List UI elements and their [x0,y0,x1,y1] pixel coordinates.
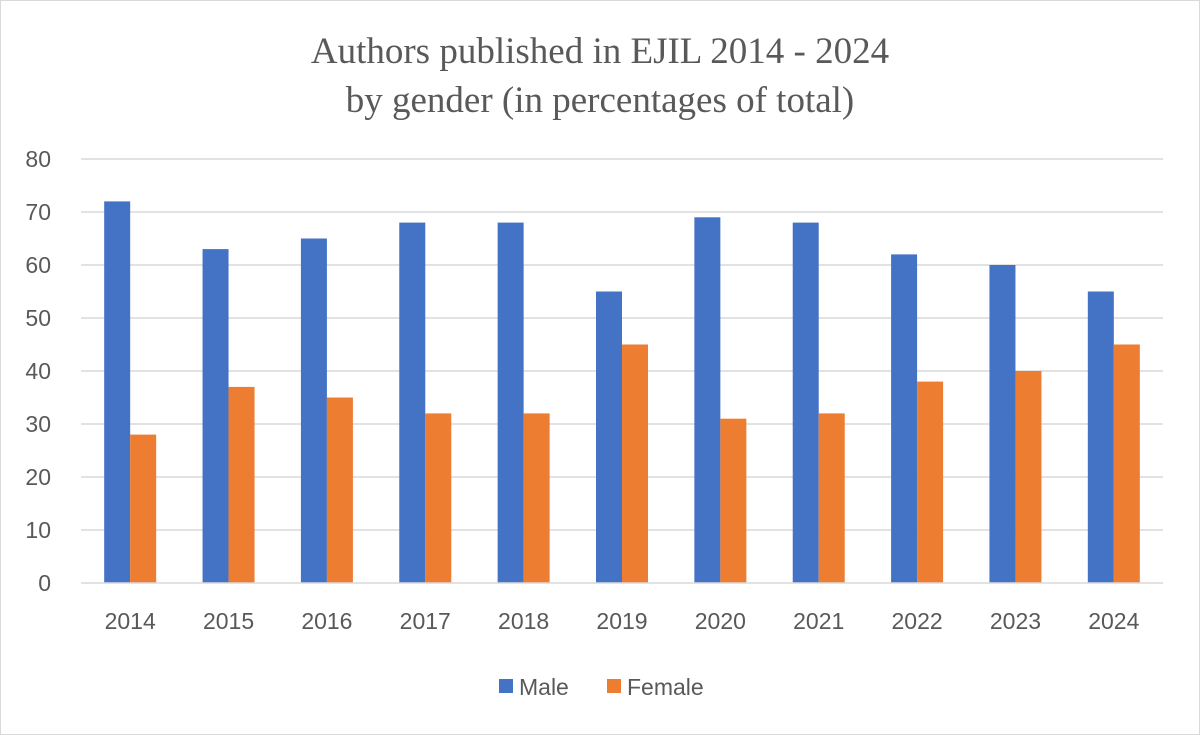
x-tick-label: 2022 [892,608,943,634]
bar-female-2017 [425,413,452,583]
x-tick-label: 2020 [695,608,746,634]
bar-female-2018 [523,413,550,583]
y-tick-label: 0 [38,570,51,596]
x-tick-label: 2021 [793,608,844,634]
bar-male-2019 [596,291,622,583]
bar-male-2015 [202,249,229,583]
bar-female-2015 [228,386,255,583]
x-tick-label: 2018 [498,608,549,634]
bar-female-2023 [1015,371,1042,583]
x-tick-label: 2014 [105,608,156,634]
bar-male-2017 [399,222,426,583]
y-tick-label: 40 [25,358,51,384]
bar-female-2021 [818,413,845,583]
legend-swatch-male [499,679,513,693]
y-tick-label: 80 [25,146,51,172]
x-tick-label: 2015 [203,608,254,634]
x-tick-label: 2016 [301,608,352,634]
bar-female-2016 [326,397,353,583]
x-tick-label: 2023 [990,608,1041,634]
bar-female-2014 [130,434,157,583]
bar-male-2023 [989,265,1016,583]
legend-label-female: Female [627,674,704,700]
bar-female-2024 [1113,344,1140,583]
bar-male-2022 [891,254,918,583]
chart-title: Authors published in EJIL 2014 - 2024 [311,31,889,72]
bar-female-2020 [720,418,747,583]
bars [104,201,1140,584]
y-tick-label: 50 [25,305,51,331]
bar-male-2018 [497,222,524,583]
y-tick-label: 20 [25,464,51,490]
y-tick-label: 60 [25,252,51,278]
chart-subtitle: by gender (in percentages of total) [346,80,855,121]
bar-female-2022 [917,381,944,583]
x-tick-label: 2024 [1088,608,1139,634]
y-tick-label: 30 [25,411,51,437]
y-tick-label: 70 [25,199,51,225]
x-tick-label: 2019 [596,608,647,634]
bar-female-2019 [622,344,648,583]
bar-male-2020 [694,217,721,584]
y-tick-label: 10 [25,517,51,543]
y-axis-ticks: 0 10 20 30 40 50 60 70 80 [25,146,51,596]
legend-label-male: Male [519,674,569,700]
bar-male-2014 [104,201,131,583]
bar-male-2021 [792,222,819,583]
x-axis-ticks: 2014 2015 2016 2017 2018 2019 2020 2021 2022 2023… [105,608,1140,634]
legend: Male Female [499,674,704,700]
bar-male-2024 [1087,291,1114,583]
legend-swatch-female [607,679,621,693]
bar-male-2016 [300,238,327,583]
x-tick-label: 2017 [400,608,451,634]
